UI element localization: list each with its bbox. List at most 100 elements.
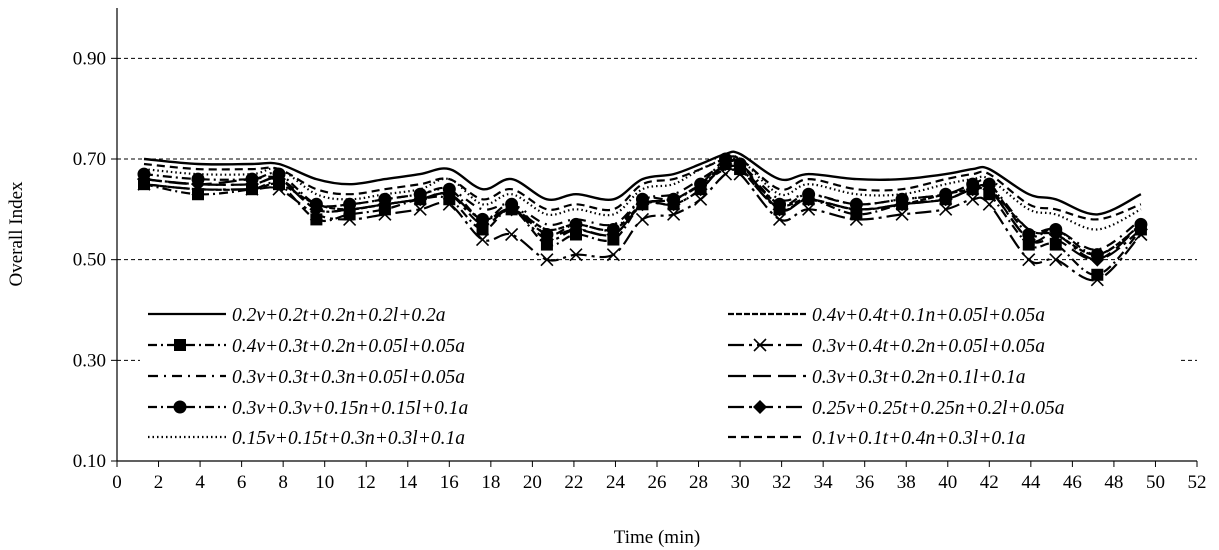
data-point-diamond bbox=[309, 202, 324, 217]
x-tick-label: 50 bbox=[1146, 472, 1165, 493]
y-axis-title: Overall Index bbox=[6, 181, 27, 286]
data-point-diamond bbox=[635, 197, 650, 212]
data-point-x bbox=[442, 197, 456, 211]
legend-label: 0.15v+0.15t+0.3n+0.3l+0.1a bbox=[232, 428, 465, 449]
data-point-diamond bbox=[137, 172, 151, 187]
data-point-diamond bbox=[377, 197, 392, 212]
x-tick-label: 28 bbox=[689, 472, 708, 493]
data-point-x bbox=[718, 167, 733, 181]
x-tick-label: 20 bbox=[523, 472, 542, 493]
data-point-x bbox=[1022, 253, 1036, 267]
series-line bbox=[143, 150, 1142, 216]
series-line bbox=[143, 168, 1142, 282]
x-tick-label: 40 bbox=[938, 472, 957, 493]
legend-label: 0.25v+0.25t+0.25n+0.2l+0.05a bbox=[812, 398, 1065, 419]
legend-label: 0.3v+0.3t+0.3n+0.05l+0.05a bbox=[232, 367, 465, 388]
x-tick-label: 26 bbox=[648, 472, 667, 493]
legend-entry: 0.3v+0.4t+0.2n+0.05l+0.05a bbox=[728, 336, 1045, 357]
x-tick-label: 10 bbox=[315, 472, 334, 493]
x-tick-label: 52 bbox=[1188, 472, 1207, 493]
legend-entry: 0.4v+0.4t+0.1n+0.05l+0.05a bbox=[728, 305, 1045, 326]
legend-label: 0.4v+0.4t+0.1n+0.05l+0.05a bbox=[812, 305, 1045, 326]
x-tick-label: 0 bbox=[112, 472, 122, 493]
data-point-diamond bbox=[272, 172, 286, 187]
data-point-x bbox=[849, 212, 863, 226]
y-tick-label: 0.30 bbox=[73, 350, 106, 371]
x-tick-label: 42 bbox=[980, 472, 999, 493]
legend-entry: 0.3v+0.3t+0.3n+0.05l+0.05a bbox=[148, 367, 465, 388]
y-tick-label: 0.90 bbox=[73, 48, 106, 69]
data-point-x bbox=[1090, 273, 1104, 287]
legend-entry: 0.15v+0.15t+0.3n+0.3l+0.1a bbox=[148, 428, 465, 449]
data-point-diamond bbox=[191, 177, 205, 192]
data-point-diamond bbox=[1133, 222, 1148, 237]
series-8 bbox=[137, 157, 1148, 267]
series-line bbox=[143, 154, 1142, 231]
data-point-x bbox=[939, 202, 953, 216]
legend-entry: 0.1v+0.1t+0.4n+0.3l+0.1a bbox=[728, 428, 1026, 449]
data-point-diamond bbox=[965, 182, 980, 197]
x-tick-label: 6 bbox=[237, 472, 247, 493]
legend-label: 0.2v+0.2t+0.2n+0.2l+0.2a bbox=[232, 305, 446, 326]
legend-marker-x bbox=[753, 338, 767, 352]
data-point-diamond bbox=[666, 197, 681, 212]
y-tick-label: 0.50 bbox=[73, 250, 106, 271]
legend-label: 0.4v+0.3t+0.2n+0.05l+0.05a bbox=[232, 336, 465, 357]
x-tick-label: 16 bbox=[440, 472, 459, 493]
y-tick-label: 0.10 bbox=[73, 451, 106, 472]
tick-labels: 0.100.300.500.700.900 2 4 6 8 10 12 14 16 18 20 22 2… bbox=[73, 48, 1207, 493]
data-point-diamond bbox=[569, 222, 583, 237]
legend-marker-circle bbox=[173, 400, 187, 414]
legend-marker-square bbox=[174, 339, 186, 351]
legend: 0.2v+0.2t+0.2n+0.2l+0.2a 0.4v+0.4t+0.1n+0… bbox=[140, 294, 1180, 454]
data-point-diamond bbox=[982, 182, 997, 197]
data-point-x bbox=[1049, 253, 1063, 267]
data-point-x bbox=[667, 207, 681, 221]
data-point-diamond bbox=[1048, 227, 1063, 242]
data-point-x bbox=[378, 207, 392, 221]
data-point-diamond bbox=[895, 197, 910, 212]
series-line bbox=[143, 155, 1142, 221]
data-point-diamond bbox=[413, 192, 428, 207]
data-point-x bbox=[343, 212, 357, 226]
data-point-x bbox=[966, 192, 980, 206]
x-tick-label: 24 bbox=[606, 472, 626, 493]
x-tick-label: 34 bbox=[814, 472, 834, 493]
x-tick-label: 14 bbox=[398, 472, 418, 493]
legend-entry: 0.4v+0.3t+0.2n+0.05l+0.05a bbox=[148, 336, 465, 357]
legend-label: 0.1v+0.1t+0.4n+0.3l+0.1a bbox=[812, 428, 1026, 449]
x-tick-label: 18 bbox=[481, 472, 500, 493]
y-tick-label: 0.70 bbox=[73, 149, 106, 170]
data-point-diamond bbox=[772, 202, 787, 217]
data-point-diamond bbox=[849, 202, 864, 217]
data-point-diamond bbox=[606, 227, 621, 242]
data-point-diamond bbox=[1090, 252, 1105, 267]
data-point-x bbox=[802, 202, 816, 216]
series-1 bbox=[143, 150, 1142, 216]
series-layer bbox=[137, 150, 1148, 287]
data-point-diamond bbox=[539, 232, 554, 247]
data-point-x bbox=[475, 232, 490, 247]
series-9 bbox=[143, 154, 1142, 231]
legend-background bbox=[140, 294, 1180, 454]
x-tick-label: 2 bbox=[154, 472, 164, 493]
x-tick-label: 44 bbox=[1021, 472, 1041, 493]
data-point-diamond bbox=[442, 187, 457, 202]
legend-label: 0.3v+0.3v+0.15n+0.15l+0.1a bbox=[232, 398, 468, 419]
x-tick-label: 8 bbox=[278, 472, 288, 493]
data-point-diamond bbox=[733, 162, 748, 177]
series-10 bbox=[143, 155, 1142, 221]
legend-label: 0.3v+0.4t+0.2n+0.05l+0.05a bbox=[812, 336, 1045, 357]
data-point-x bbox=[272, 182, 286, 196]
x-tick-label: 38 bbox=[897, 472, 916, 493]
data-point-diamond bbox=[475, 217, 490, 232]
data-point-x bbox=[413, 202, 427, 216]
data-point-x bbox=[694, 192, 708, 206]
data-point-diamond bbox=[801, 192, 816, 207]
legend-entry: 0.25v+0.25t+0.25n+0.2l+0.05a bbox=[728, 398, 1065, 419]
data-point-x bbox=[982, 197, 996, 211]
x-tick-label: 30 bbox=[731, 472, 750, 493]
data-point-diamond bbox=[504, 202, 519, 217]
legend-marker-diamond bbox=[753, 400, 767, 414]
